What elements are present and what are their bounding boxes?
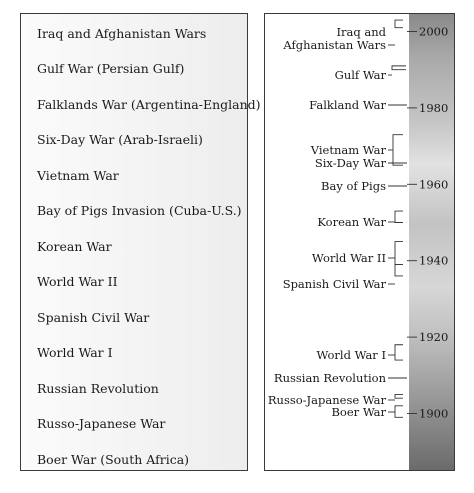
event-bracket: [394, 393, 403, 399]
event-label: World War I: [316, 348, 386, 362]
list-item: Six-Day War (Arab-Israeli): [37, 132, 203, 147]
timeline-diagram: 2000 1980 1960 1940 1920 1900 Iraq andAfghanis…: [268, 19, 448, 421]
list-item: Russian Revolution: [37, 381, 159, 396]
list-item: Bay of Pigs Invasion (Cuba-U.S.): [37, 203, 242, 218]
event-bracket: [394, 210, 403, 223]
event-label: Vietnam War: [310, 143, 387, 157]
list-item: Russo-Japanese War: [37, 416, 166, 431]
event-label: Russo-Japanese War: [268, 393, 387, 407]
event-bracket: [394, 19, 403, 29]
list-item: World War II: [37, 274, 118, 289]
event-label: Spanish Civil War: [283, 277, 387, 291]
list-item: Boer War (South Africa): [37, 452, 190, 467]
year-label: 1940: [419, 254, 448, 268]
event-label: Six-Day War: [315, 156, 387, 170]
list-item: Vietnam War: [37, 168, 119, 183]
event-label: Gulf War: [335, 68, 387, 82]
list-item: Korean War: [37, 239, 112, 254]
list-item: Gulf War (Persian Gulf): [37, 61, 185, 76]
year-label: 1980: [419, 101, 448, 115]
event-bracket: [394, 264, 403, 277]
list-item: World War I: [37, 345, 113, 360]
list-item: Falklands War (Argentina-England): [37, 97, 261, 112]
event-label: Afghanistan Wars: [282, 38, 386, 52]
event-bracket: [394, 344, 403, 361]
event-label: Falkland War: [309, 98, 386, 112]
year-label: 1900: [419, 407, 448, 421]
timeline-bar: [409, 14, 454, 470]
event-bracket: [394, 241, 403, 265]
event-label: Boer War: [331, 405, 386, 419]
event-label: World War II: [312, 251, 386, 265]
event-bracket: [392, 134, 403, 166]
event-label: Iraq and: [336, 25, 386, 39]
war-list-panel: Iraq and Afghanistan Wars Gulf War (Pers…: [20, 13, 261, 471]
list-item: Iraq and Afghanistan Wars: [37, 26, 207, 41]
event-label: Korean War: [317, 215, 386, 229]
event-label: Bay of Pigs: [321, 179, 386, 193]
event-label: Russian Revolution: [274, 371, 387, 385]
timeline-panel: 2000 1980 1960 1940 1920 1900 Iraq and Afghanis…: [264, 13, 455, 471]
event-bracket: [391, 65, 406, 71]
event-bracket: [394, 405, 403, 418]
list-item: Spanish Civil War: [37, 310, 150, 325]
year-label: 1920: [419, 330, 448, 344]
year-label: 1960: [419, 177, 448, 191]
year-label: 2000: [419, 25, 448, 39]
